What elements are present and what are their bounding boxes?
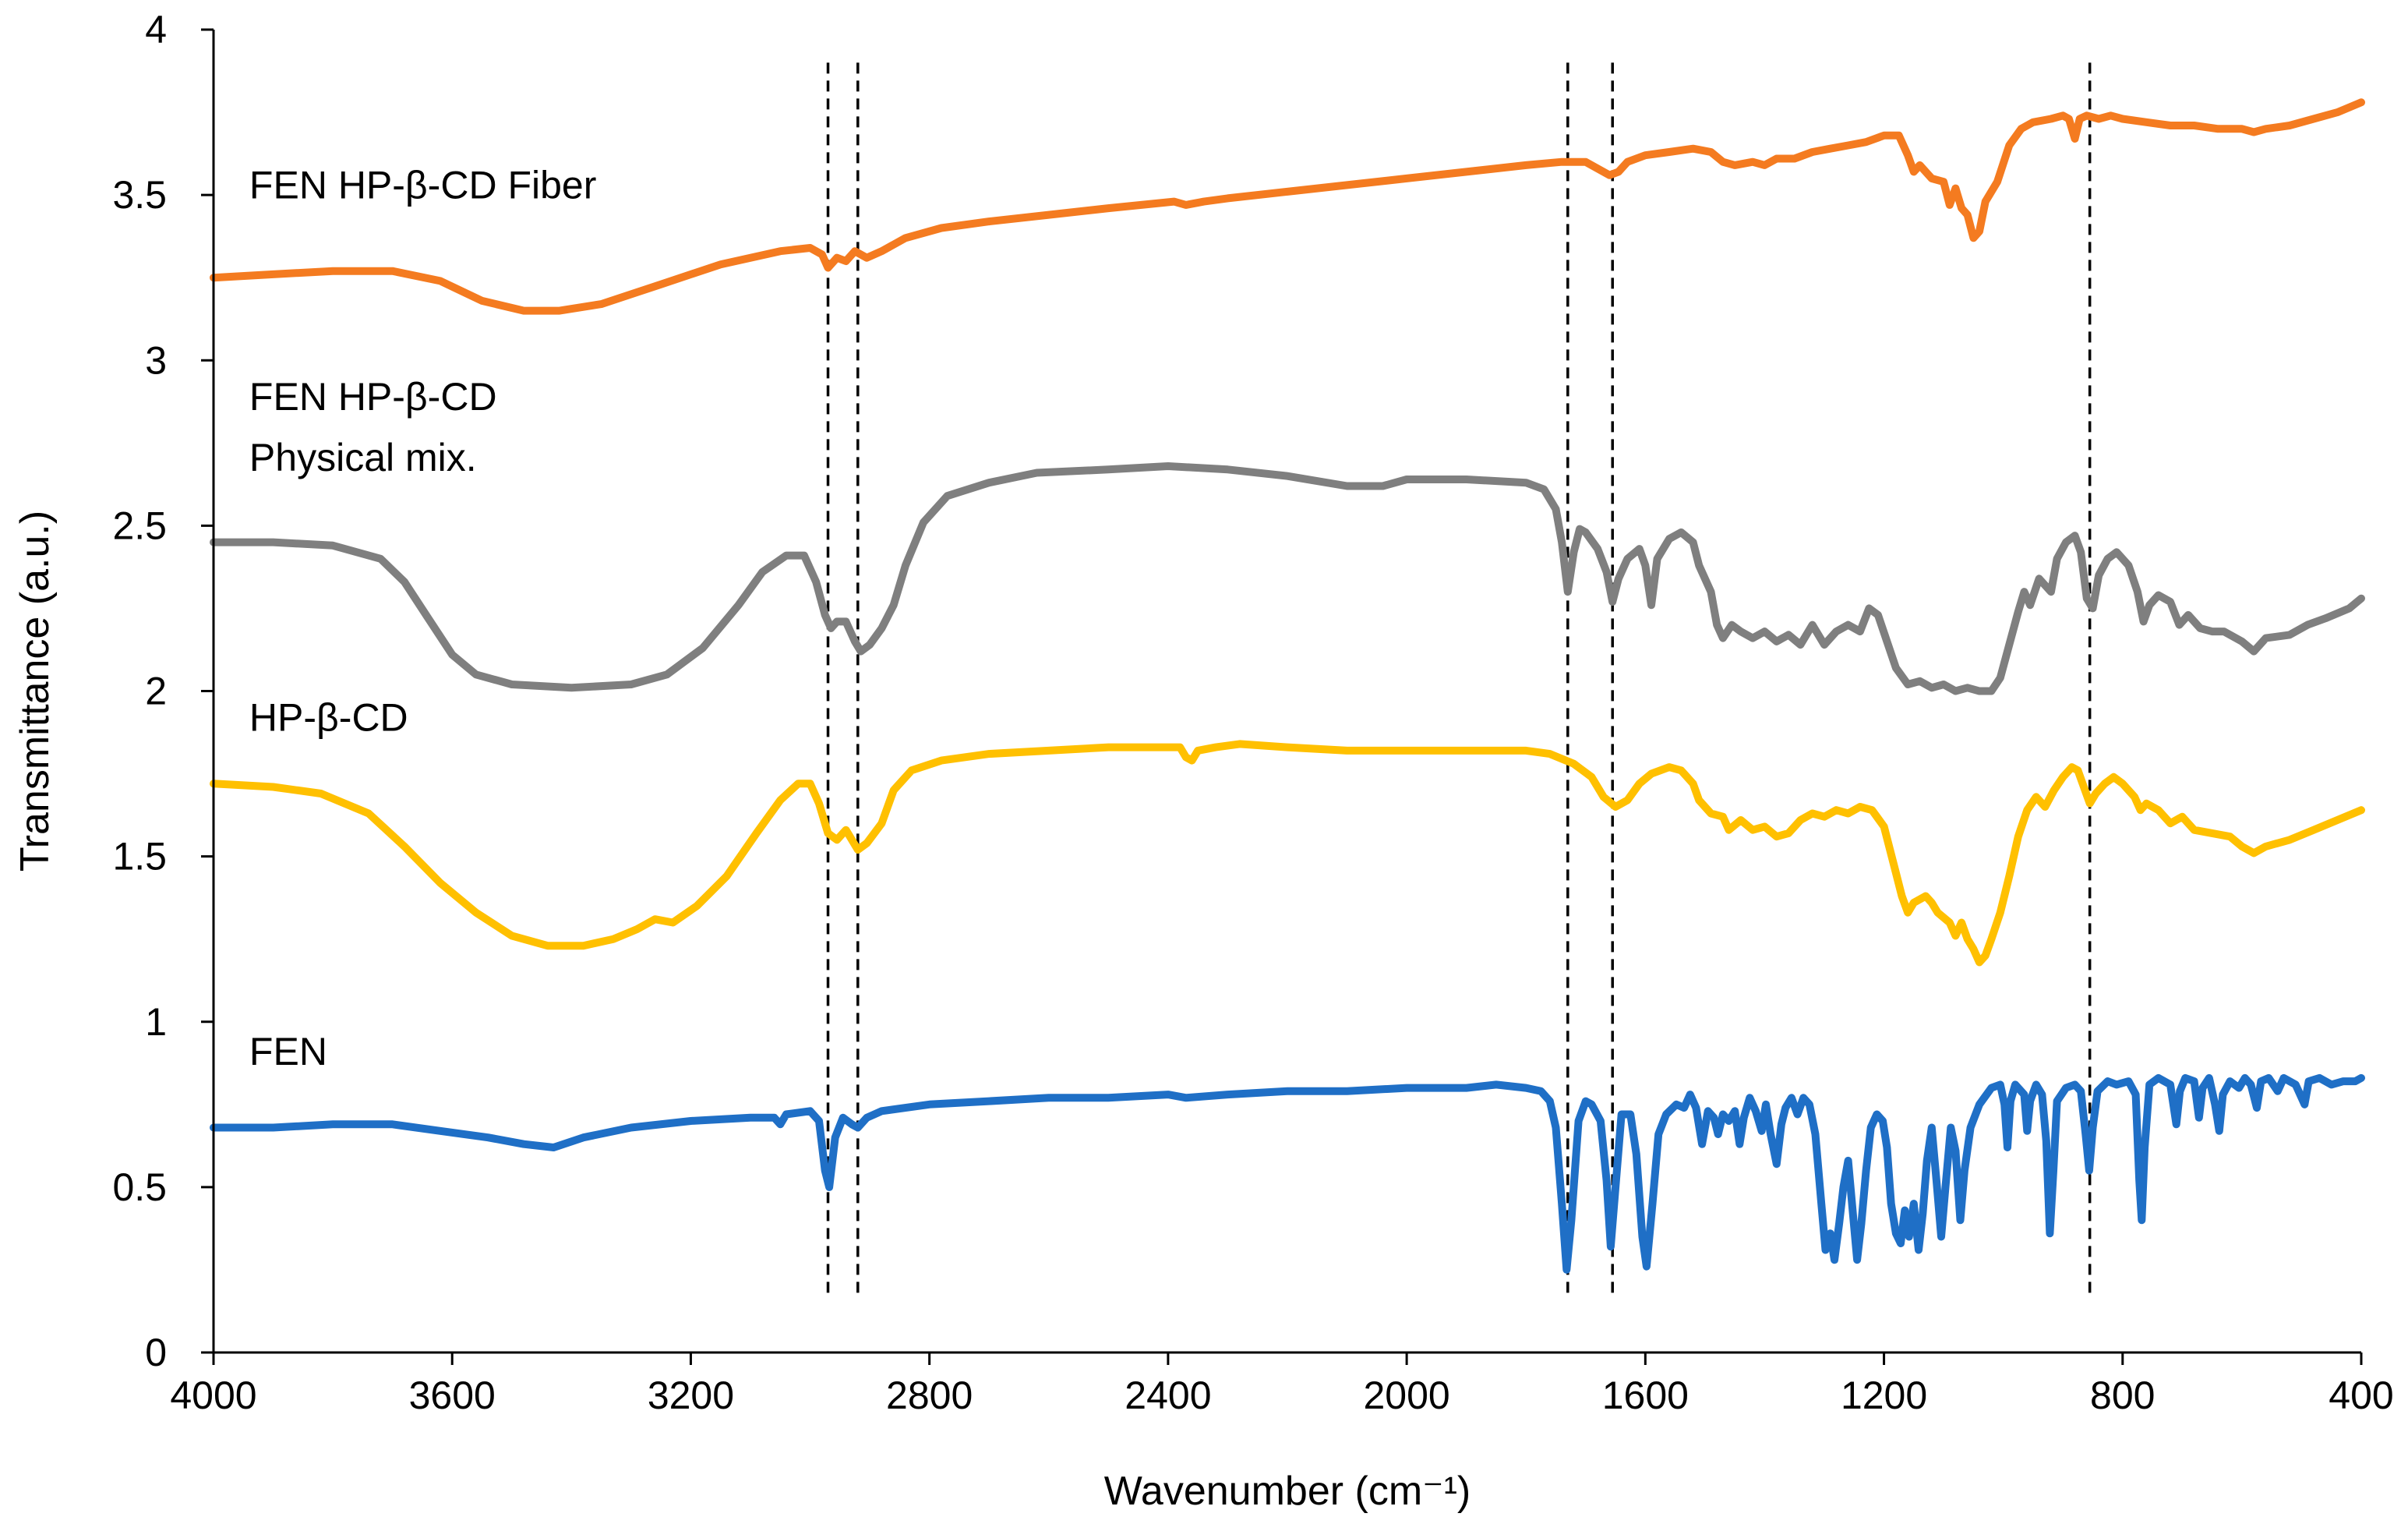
series-labels: FEN HP-β-CD Fiber FEN HP-β-CD Physical mix… — [249, 163, 596, 1073]
reference-lines — [826, 62, 2092, 1300]
series-label: FEN — [249, 1030, 327, 1073]
x-tick-label: 2000 — [1363, 1374, 1449, 1417]
series-label: Physical mix. — [249, 436, 477, 479]
series-line-2 — [210, 740, 2365, 967]
x-ticks: 4000 3600 3200 2800 2400 2000 1600 1200 800 400 — [170, 1352, 2394, 1417]
x-axis-title: Wavenumber (cm⁻¹) — [1104, 1469, 1471, 1514]
y-tick-label: 2 — [145, 670, 167, 713]
y-tick-label: 3.5 — [112, 173, 167, 217]
y-tick-label: 1 — [145, 1000, 167, 1044]
x-tick-label: 3600 — [409, 1374, 496, 1417]
x-tick-label: 1200 — [1841, 1374, 1927, 1417]
series-line-3 — [210, 1073, 2365, 1274]
series-line-0 — [210, 98, 2365, 315]
y-tick-label: 3 — [145, 338, 167, 382]
series-label: FEN HP-β-CD Fiber — [249, 163, 596, 207]
x-tick-label: 800 — [2090, 1374, 2155, 1417]
y-tick-label: 1.5 — [112, 835, 167, 879]
x-tick-label: 4000 — [170, 1374, 256, 1417]
series-label: HP-β-CD — [249, 695, 408, 739]
x-tick-label: 2800 — [886, 1374, 973, 1417]
y-ticks: 0 0.5 1 1.5 2 2.5 3 3.5 4 — [112, 8, 214, 1374]
x-tick-label: 400 — [2329, 1374, 2393, 1417]
x-tick-label: 2400 — [1125, 1374, 1211, 1417]
series-label: FEN HP-β-CD — [249, 375, 497, 419]
y-tick-label: 0.5 — [112, 1165, 167, 1209]
x-tick-label: 1600 — [1602, 1374, 1689, 1417]
x-tick-label: 3200 — [648, 1374, 734, 1417]
series-lines — [210, 98, 2365, 1274]
y-tick-label: 4 — [145, 8, 167, 51]
y-tick-label: 2.5 — [112, 504, 167, 547]
series-line-1 — [210, 462, 2365, 695]
y-tick-label: 0 — [145, 1331, 167, 1374]
y-axis-title: Transmittance (a.u.) — [12, 511, 58, 872]
